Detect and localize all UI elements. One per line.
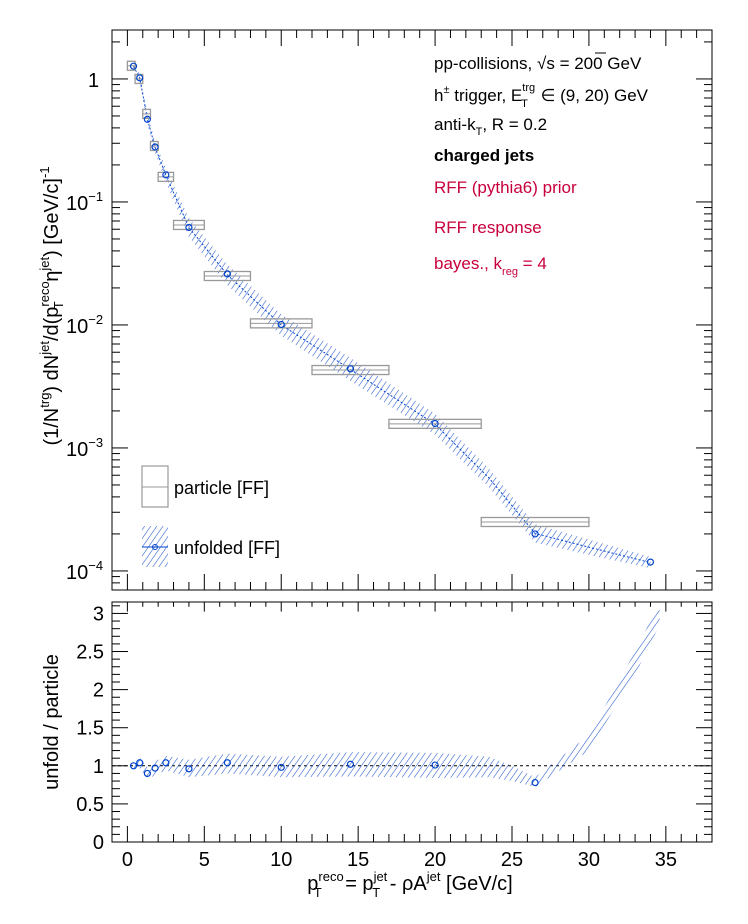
ratio-point-2 (143, 769, 151, 778)
unfolded-point-0 (129, 62, 138, 70)
bottom-xtick-label: 35 (655, 849, 677, 871)
ratio-point-0 (129, 762, 138, 770)
bottom-xtick-label: 5 (199, 849, 210, 871)
x-axis-title: preco T = pjet T - ρAjet [GeV/c] (307, 869, 512, 900)
info-line-charged-jets: charged jets (434, 146, 534, 165)
ratio-point-9 (431, 761, 439, 769)
top-ytick-label: 10−3 (66, 435, 103, 461)
ratio-point-10 (531, 778, 539, 787)
bottom-xtick-label: 30 (578, 849, 600, 871)
legend: particle [FF] unfolded [FF] (141, 465, 280, 567)
unfolded-point-3 (151, 143, 159, 151)
info-text-block: pp-collisions, √s = 200 GeV h± trigger, … (434, 52, 649, 278)
bottom-y-axis-title: unfold / particle (41, 654, 63, 790)
info-line-trigger: h± trigger, Etrg T ∈ (9, 20) GeV (434, 82, 649, 110)
unfolded-point-6 (223, 270, 231, 278)
bottom-ytick-label: 1 (93, 756, 104, 778)
info-line-algorithm: anti-kT, R = 0.2 (434, 115, 547, 138)
top-plot-frame (111, 29, 713, 591)
unfolded-point-2 (143, 115, 151, 123)
unfolded-point-4 (162, 171, 170, 179)
top-plot-area (126, 60, 655, 569)
info-line-prior: RFF (pythia6) prior (434, 178, 577, 197)
unfolded-central-line (133, 66, 651, 564)
top-ytick-label: 1 (88, 70, 99, 92)
ratio-point-1 (136, 759, 144, 767)
legend-label-unfolded: unfolded [FF] (174, 538, 280, 558)
top-axis-ticks: 1 10−1 10−2 10−3 10−4 (66, 30, 713, 591)
bottom-ytick-label: 2 (93, 680, 104, 702)
ratio-point-4 (162, 759, 170, 767)
unfolded-point-5 (185, 223, 193, 232)
bottom-ytick-label: 1.5 (76, 718, 104, 740)
bottom-xtick-label: 25 (501, 849, 523, 871)
bottom-plot-area (112, 602, 712, 788)
ratio-point-8 (346, 760, 355, 768)
legend-label-particle: particle [FF] (174, 478, 269, 498)
unfolded-point-1 (136, 74, 144, 82)
bottom-ytick-label: 3 (93, 603, 104, 625)
bottom-ytick-label: 2.5 (76, 642, 104, 664)
top-ytick-label: 10−1 (66, 189, 103, 215)
bottom-ytick-label: 0 (93, 832, 104, 854)
top-ytick-label: 10−2 (66, 312, 103, 338)
bottom-axis-ticks: 0 5 10 15 20 25 30 35 0 0.5 1 1.5 2 2.5 3 (76, 602, 713, 871)
top-y-axis-title: (1/Ntrg) dNjet/d(precoT ηjet) [GeV/c]-1 (37, 166, 66, 445)
bottom-xtick-label: 20 (424, 849, 446, 871)
bottom-plot-frame (111, 601, 713, 843)
ratio-point-7 (277, 763, 285, 771)
legend-marker-unfolded-point (152, 544, 158, 550)
unfolded-point-10 (531, 530, 539, 538)
unfolded-point-11 (646, 558, 655, 566)
ratio-point-6 (223, 759, 231, 767)
unfolded-point-7 (277, 320, 285, 329)
bottom-ytick-label: 0.5 (76, 794, 104, 816)
bottom-xtick-label: 0 (122, 849, 133, 871)
info-line-collisions: pp-collisions, √s = 200 GeV (434, 54, 642, 73)
top-ytick-label: 10−4 (66, 558, 103, 584)
ratio-uncertainty-band (133, 602, 660, 788)
bottom-xtick-label: 10 (270, 849, 292, 871)
info-line-regularization: bayes., kreg = 4 (434, 254, 547, 278)
unfolded-point-9 (431, 419, 439, 428)
bottom-xtick-label: 15 (347, 849, 369, 871)
info-line-response: RFF response (434, 218, 542, 237)
ratio-point-3 (151, 764, 159, 772)
ratio-point-5 (185, 765, 193, 773)
unfolded-point-8 (346, 365, 355, 373)
